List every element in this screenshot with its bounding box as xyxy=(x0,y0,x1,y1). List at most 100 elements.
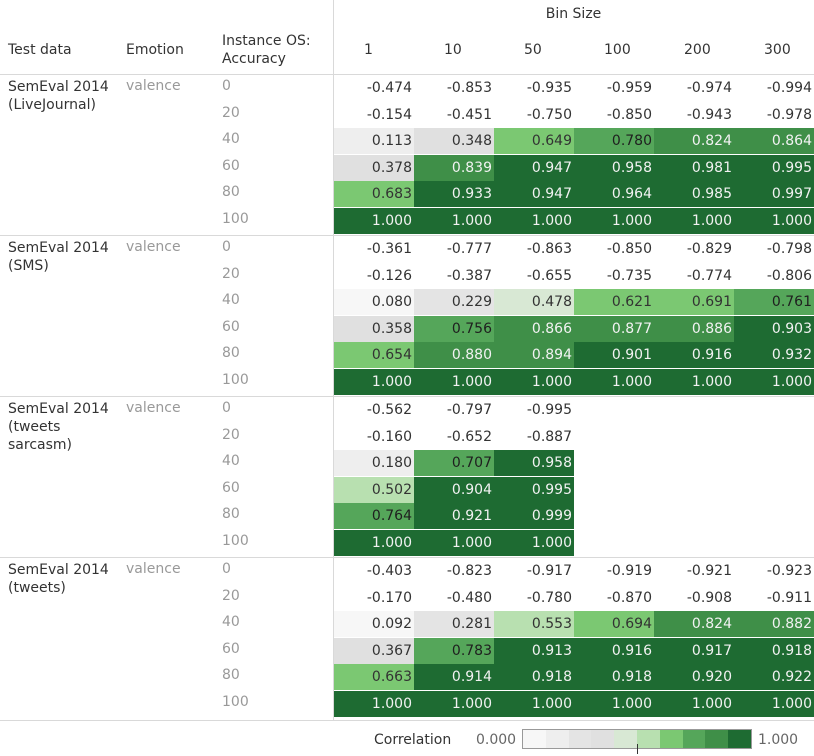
heatmap-cell: -0.735 xyxy=(606,267,652,284)
heatmap-cell: 0.981 xyxy=(654,154,734,181)
heatmap-cell: 1.000 xyxy=(654,368,734,395)
legend-step xyxy=(659,730,683,748)
heatmap-cell: 0.358 xyxy=(334,315,414,342)
bin-size-label: 200 xyxy=(684,42,711,58)
heatmap-cell: -0.403 xyxy=(366,563,412,579)
heatmap-cell: -0.451 xyxy=(446,106,492,123)
heatmap-cell: 0.783 xyxy=(414,637,494,664)
emotion-label: valence xyxy=(126,561,181,577)
heatmap-cell: 0.958 xyxy=(574,154,654,181)
column-divider xyxy=(333,0,334,720)
heatmap-cell: 0.080 xyxy=(334,289,414,315)
legend-step xyxy=(614,730,637,748)
accuracy-level-label: 0 xyxy=(222,561,231,577)
legend-step xyxy=(523,730,546,748)
header-divider xyxy=(0,74,814,75)
heatmap-cell: -0.361 xyxy=(366,241,412,257)
accuracy-level-label: 0 xyxy=(222,239,231,255)
heatmap-cell: 1.000 xyxy=(494,207,574,234)
accuracy-level-label: 60 xyxy=(222,640,240,657)
heatmap-cell: -0.919 xyxy=(606,563,652,579)
accuracy-level-label: 100 xyxy=(222,371,249,388)
bin-size-label: 50 xyxy=(524,42,542,58)
test-data-label: SemEval 2014 (SMS) xyxy=(8,240,109,274)
heatmap-cell: 1.000 xyxy=(334,690,414,717)
accuracy-level-label: 80 xyxy=(222,667,240,683)
heatmap-cell: 1.000 xyxy=(734,690,814,717)
legend-step xyxy=(728,730,751,748)
legend-step xyxy=(568,730,592,748)
heatmap-cell: 0.914 xyxy=(414,664,494,690)
heatmap-cell: 0.958 xyxy=(494,450,574,476)
heatmap-cell: -0.806 xyxy=(766,267,812,284)
heatmap-cell: 0.916 xyxy=(574,637,654,664)
test-data-label: SemEval 2014 (tweets sarcasm) xyxy=(8,401,109,453)
heatmap-cell: 0.180 xyxy=(334,450,414,476)
legend-step xyxy=(545,730,569,748)
heatmap-cell: 0.964 xyxy=(574,181,654,207)
heatmap-cell: 0.903 xyxy=(734,315,814,342)
bin-size-label: 10 xyxy=(444,42,462,58)
heatmap-cell: -0.480 xyxy=(446,589,492,606)
heatmap-cell: 0.683 xyxy=(334,181,414,207)
heatmap-cell: 0.995 xyxy=(734,154,814,181)
heatmap-cell: -0.863 xyxy=(526,241,572,257)
legend-min-label: 0.000 xyxy=(476,732,517,748)
heatmap-cell: 0.553 xyxy=(494,611,574,637)
heatmap-cell: 0.756 xyxy=(414,315,494,342)
heatmap-cell: 0.621 xyxy=(574,289,654,315)
group-divider xyxy=(0,396,814,397)
heatmap-cell: -0.160 xyxy=(366,428,412,445)
accuracy-level-label: 40 xyxy=(222,453,240,469)
heatmap-cell: 0.654 xyxy=(334,342,414,368)
test-data-header: Test data xyxy=(8,42,72,58)
heatmap-cell: 0.918 xyxy=(734,637,814,664)
legend-step xyxy=(637,730,660,748)
heatmap-cell: 0.864 xyxy=(734,128,814,154)
heatmap-cell: 1.000 xyxy=(414,690,494,717)
heatmap-cell: 0.886 xyxy=(654,315,734,342)
heatmap-cell: 1.000 xyxy=(414,529,494,556)
legend-step xyxy=(591,730,615,748)
heatmap-cell: -0.959 xyxy=(606,80,652,96)
heatmap-cell: 1.000 xyxy=(574,368,654,395)
heatmap-cell: 1.000 xyxy=(414,207,494,234)
heatmap-cell: 0.921 xyxy=(414,503,494,529)
heatmap-cell: 0.761 xyxy=(734,289,814,315)
legend-color-bar xyxy=(522,729,752,754)
heatmap-cell: -0.850 xyxy=(606,106,652,123)
emotion-label: valence xyxy=(126,400,181,416)
heatmap-cell: -0.829 xyxy=(686,241,732,257)
accuracy-level-label: 60 xyxy=(222,318,240,335)
heatmap-cell: -0.387 xyxy=(446,267,492,284)
heatmap-cell: -0.974 xyxy=(686,80,732,96)
accuracy-level-label: 100 xyxy=(222,532,249,549)
heatmap-cell: 0.707 xyxy=(414,450,494,476)
heatmap-cell: 0.478 xyxy=(494,289,574,315)
heatmap-cell: -0.908 xyxy=(686,589,732,606)
bin-size-label: 300 xyxy=(764,42,791,58)
accuracy-level-label: 20 xyxy=(222,265,240,282)
test-data-label: SemEval 2014 (tweets) xyxy=(8,562,109,596)
heatmap-cell: 0.649 xyxy=(494,128,574,154)
heatmap-cell: -0.798 xyxy=(766,241,812,257)
heatmap-cell: -0.917 xyxy=(526,563,572,579)
heatmap-cell: 1.000 xyxy=(574,690,654,717)
heatmap-cell: 0.092 xyxy=(334,611,414,637)
heatmap-cell: -0.652 xyxy=(446,428,492,445)
heatmap-cell: 1.000 xyxy=(494,529,574,556)
heatmap-cell: 0.918 xyxy=(574,664,654,690)
emotion-header: Emotion xyxy=(126,42,184,58)
test-data-label: SemEval 2014 (LiveJournal) xyxy=(8,79,109,113)
heatmap-cell: 0.348 xyxy=(414,128,494,154)
heatmap-cell: 1.000 xyxy=(494,690,574,717)
heatmap-cell: 1.000 xyxy=(334,207,414,234)
heatmap-cell: -0.923 xyxy=(766,563,812,579)
heatmap-cell: -0.943 xyxy=(686,106,732,123)
heatmap-cell: 0.502 xyxy=(334,476,414,503)
accuracy-level-label: 60 xyxy=(222,157,240,174)
group-divider xyxy=(0,235,814,236)
heatmap-cell: -0.978 xyxy=(766,106,812,123)
accuracy-level-label: 0 xyxy=(222,78,231,94)
heatmap-cell: 0.920 xyxy=(654,664,734,690)
